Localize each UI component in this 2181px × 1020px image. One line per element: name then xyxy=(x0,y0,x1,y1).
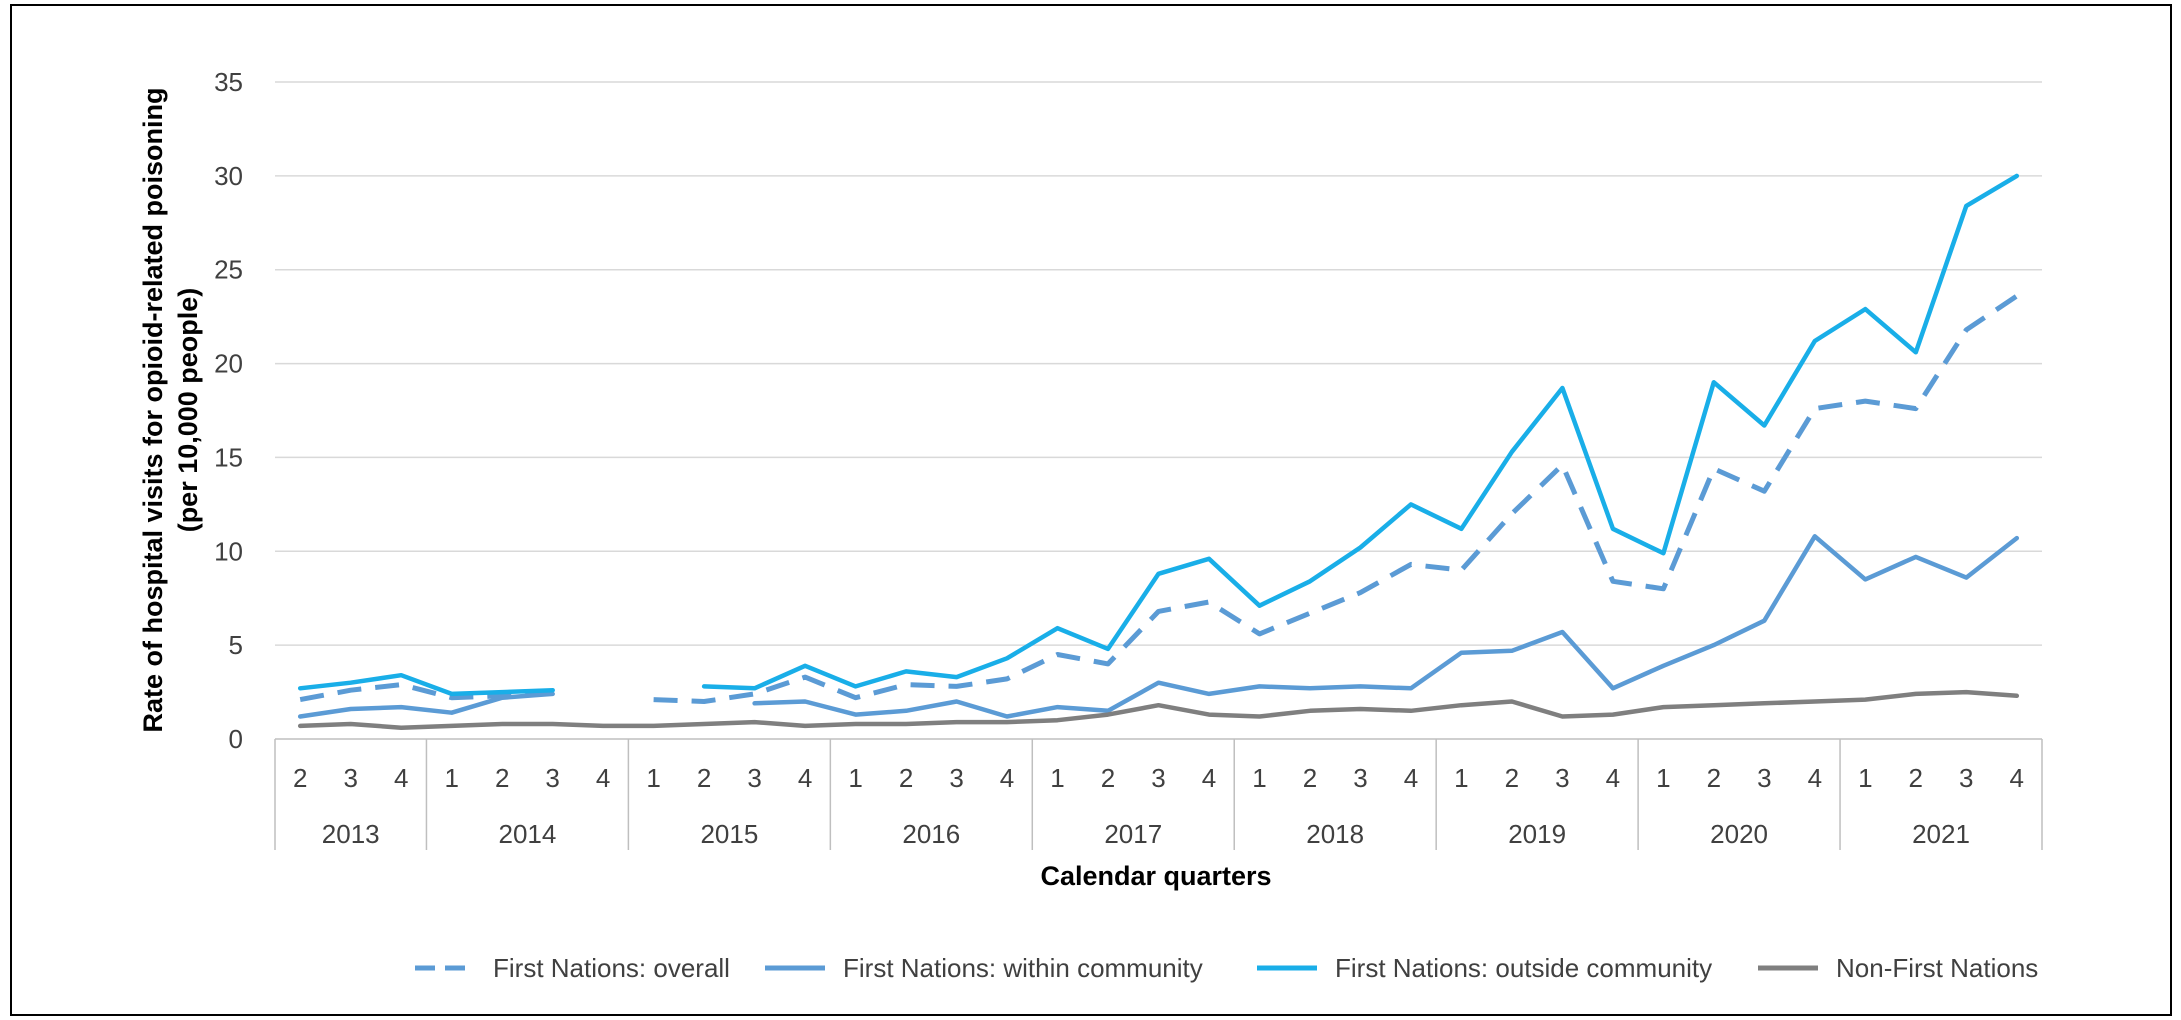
x-tick-label-quarter: 2 xyxy=(899,763,913,793)
y-tick-label: 0 xyxy=(229,724,243,754)
series-line xyxy=(297,689,2020,730)
y-tick-label: 15 xyxy=(214,442,243,472)
x-tick-label-quarter: 4 xyxy=(394,763,408,793)
gridlines xyxy=(275,81,2042,740)
series-lines xyxy=(297,173,2020,730)
x-tick-label-quarter: 1 xyxy=(848,763,862,793)
x-tick-label-quarter: 1 xyxy=(1454,763,1468,793)
x-tick-label-year: 2016 xyxy=(902,819,960,849)
y-tick-label: 25 xyxy=(214,255,243,285)
x-tick-label-quarter: 4 xyxy=(1404,763,1418,793)
x-tick-label-year: 2019 xyxy=(1508,819,1566,849)
y-tick-label: 30 xyxy=(214,161,243,191)
y-axis-ticks: 0 5 10 15 20 25 30 35 xyxy=(214,67,243,754)
x-tick-label-quarter: 1 xyxy=(646,763,660,793)
series-line xyxy=(701,173,2020,691)
x-tick-label-quarter: 3 xyxy=(747,763,761,793)
x-tick-label-quarter: 2 xyxy=(1101,763,1115,793)
x-tick-label-year: 2017 xyxy=(1104,819,1162,849)
y-tick-label: 20 xyxy=(214,349,243,379)
x-tick-label-year: 2013 xyxy=(322,819,380,849)
series-line xyxy=(297,672,555,697)
x-tick-label-quarter: 2 xyxy=(1909,763,1923,793)
x-tick-label-quarter: 4 xyxy=(1606,763,1620,793)
x-tick-label-year: 2014 xyxy=(499,819,557,849)
x-tick-label-quarter: 2 xyxy=(697,763,711,793)
x-tick-label-quarter: 2 xyxy=(1707,763,1721,793)
x-tick-label-quarter: 2 xyxy=(495,763,509,793)
x-axis: 2 3 4 1 2 3 4 1 2 3 4 1 2 3 4 1 2 3 4 1 2 3 4 1 2 3 4 1 2 3 4 1 2 3 4 2013 2… xyxy=(274,739,2043,850)
x-axis-title: Calendar quarters xyxy=(1040,861,1271,891)
y-tick-label: 5 xyxy=(229,630,243,660)
y-tick-label: 35 xyxy=(214,67,243,97)
series-line xyxy=(653,293,2019,704)
series-line xyxy=(752,534,2020,719)
legend-label: First Nations: overall xyxy=(493,953,730,983)
legend-label: First Nations: within community xyxy=(843,953,1203,983)
x-tick-label-quarter: 3 xyxy=(343,763,357,793)
x-tick-label-quarter: 1 xyxy=(1252,763,1266,793)
x-tick-label-quarter: 2 xyxy=(1505,763,1519,793)
x-tick-label-quarter: 4 xyxy=(1202,763,1216,793)
x-tick-label-quarter: 2 xyxy=(1303,763,1317,793)
legend-label: Non-First Nations xyxy=(1836,953,2038,983)
x-tick-label-year: 2015 xyxy=(700,819,758,849)
legend: First Nations: overall First Nations: wit… xyxy=(415,953,2038,983)
legend-label: First Nations: outside community xyxy=(1335,953,1712,983)
x-tick-label-quarter: 4 xyxy=(596,763,610,793)
y-axis-title-line1: Rate of hospital visits for opioid-relat… xyxy=(138,87,168,732)
x-tick-label-quarter: 3 xyxy=(545,763,559,793)
y-tick-label: 10 xyxy=(214,536,243,566)
x-tick-label-year: 2018 xyxy=(1306,819,1364,849)
x-tick-label-year: 2021 xyxy=(1912,819,1970,849)
x-tick-label-quarter: 3 xyxy=(1353,763,1367,793)
x-tick-label-quarter: 1 xyxy=(444,763,458,793)
x-tick-label-quarter: 3 xyxy=(1757,763,1771,793)
x-tick-label-quarter: 4 xyxy=(1000,763,1014,793)
series-line xyxy=(297,691,555,719)
x-tick-label-quarter: 1 xyxy=(1656,763,1670,793)
x-tick-label-quarter: 4 xyxy=(2010,763,2024,793)
x-tick-label-quarter: 4 xyxy=(798,763,812,793)
x-tick-label-quarter: 1 xyxy=(1858,763,1872,793)
x-tick-label-quarter: 2 xyxy=(293,763,307,793)
x-tick-label-quarter: 3 xyxy=(1555,763,1569,793)
x-tick-label-quarter: 1 xyxy=(1050,763,1064,793)
x-tick-label-quarter: 3 xyxy=(949,763,963,793)
x-tick-label-year: 2020 xyxy=(1710,819,1768,849)
chart-frame xyxy=(10,4,2172,1016)
x-tick-label-quarter: 3 xyxy=(1151,763,1165,793)
x-tick-label-quarter: 4 xyxy=(1808,763,1822,793)
y-axis-title-line2: (per 10,000 people) xyxy=(173,288,203,533)
x-tick-label-quarter: 3 xyxy=(1959,763,1973,793)
